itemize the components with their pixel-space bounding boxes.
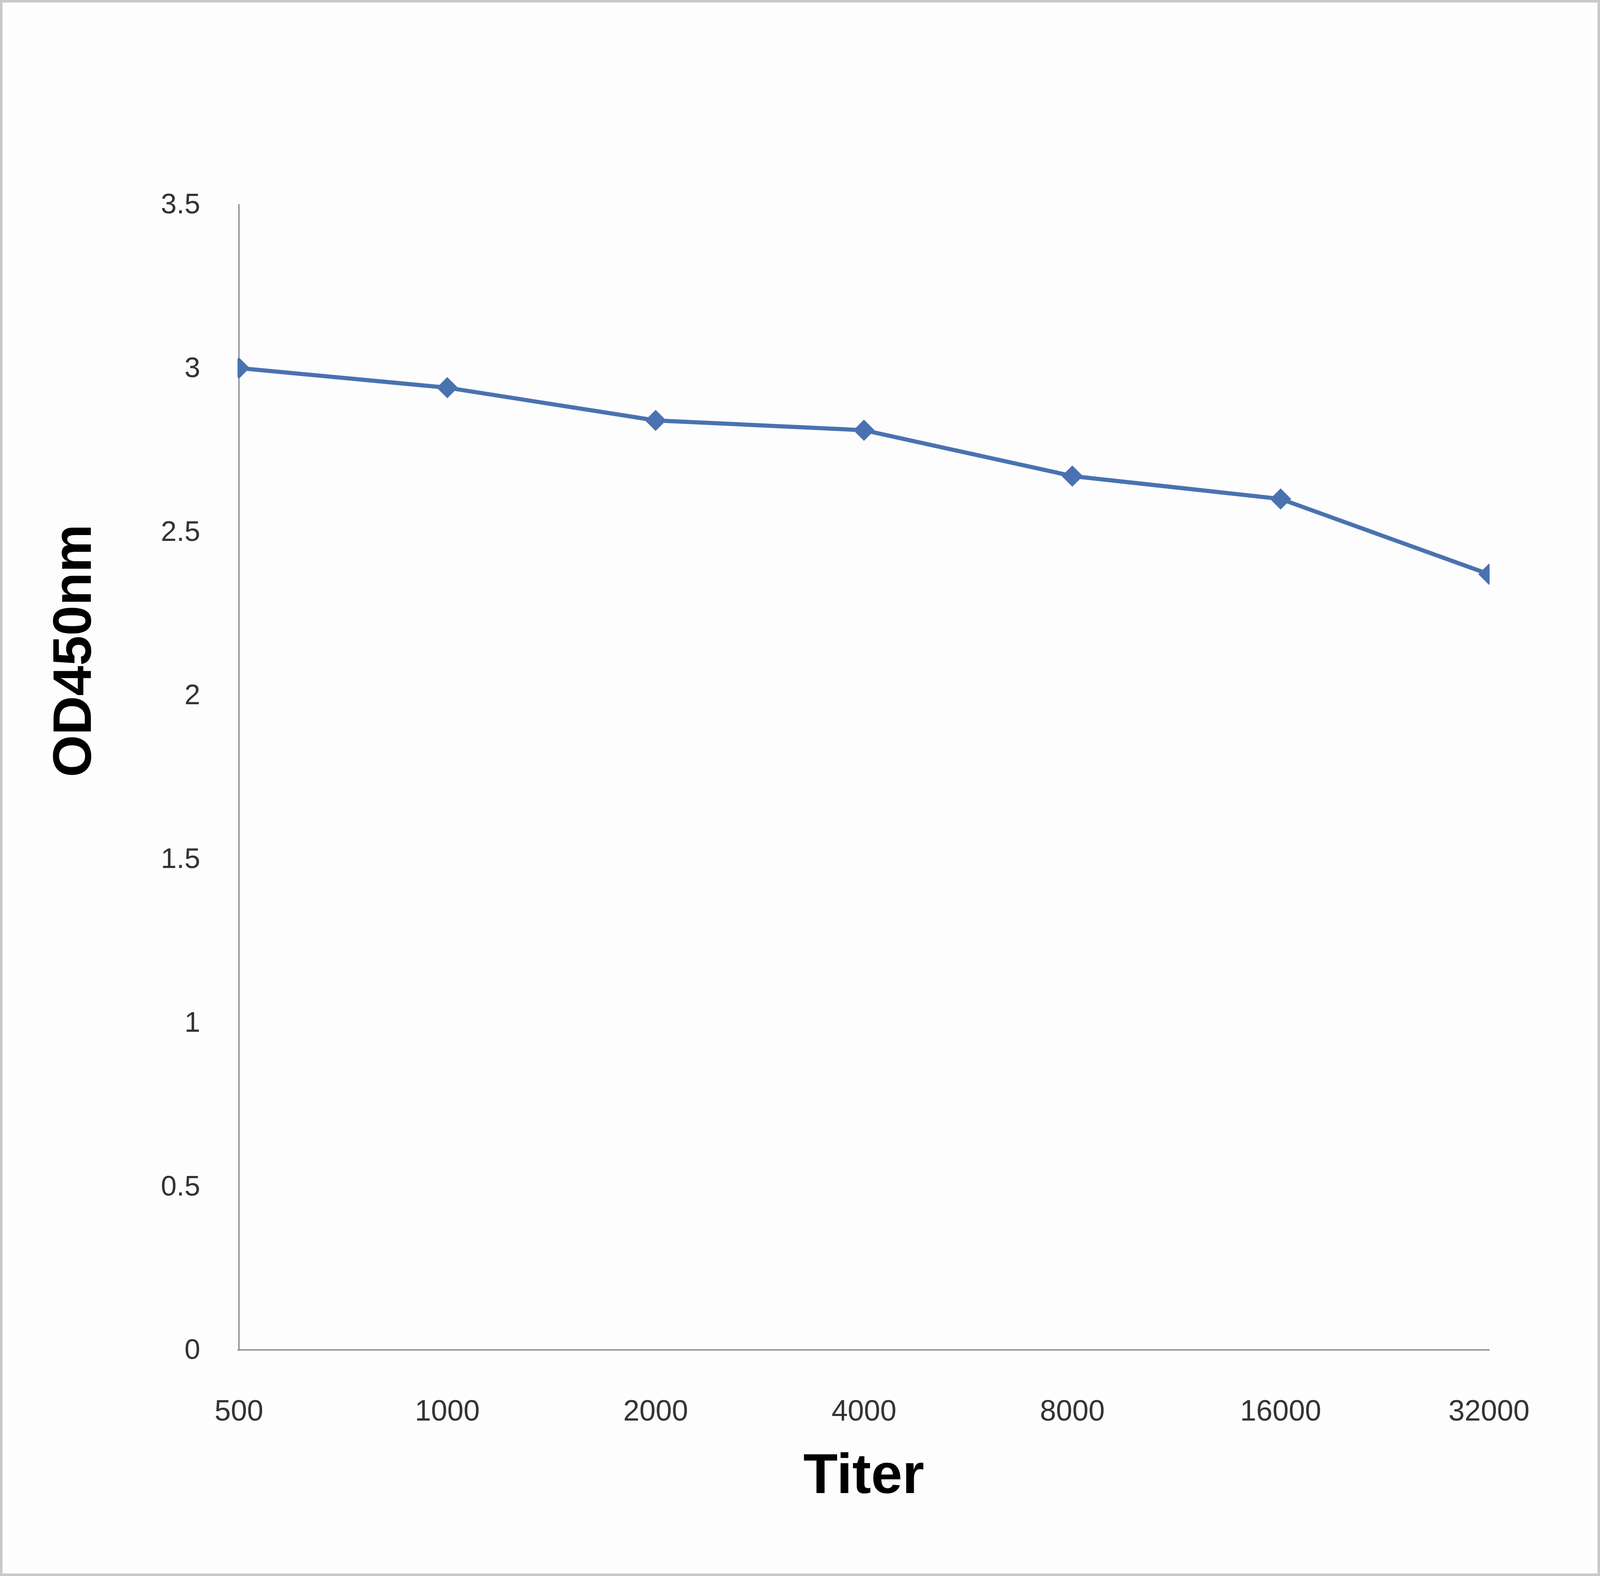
svg-text:8000: 8000	[1040, 1394, 1105, 1427]
svg-text:2: 2	[184, 678, 201, 710]
svg-text:1000: 1000	[415, 1394, 480, 1427]
svg-text:32000: 32000	[1448, 1394, 1530, 1427]
svg-text:2000: 2000	[623, 1394, 689, 1427]
svg-text:4000: 4000	[831, 1394, 897, 1427]
svg-text:16000: 16000	[1240, 1394, 1322, 1427]
svg-text:3.5: 3.5	[160, 187, 201, 220]
svg-text:500: 500	[214, 1394, 264, 1427]
svg-text:Titer: Titer	[803, 1442, 925, 1505]
svg-text:0.5: 0.5	[160, 1169, 201, 1202]
svg-text:2.5: 2.5	[160, 515, 201, 547]
svg-text:1.5: 1.5	[160, 842, 201, 874]
svg-text:OD450nm: OD450nm	[41, 524, 103, 778]
svg-text:0: 0	[184, 1332, 201, 1365]
svg-text:3: 3	[184, 351, 201, 383]
svg-text:1: 1	[184, 1005, 201, 1038]
